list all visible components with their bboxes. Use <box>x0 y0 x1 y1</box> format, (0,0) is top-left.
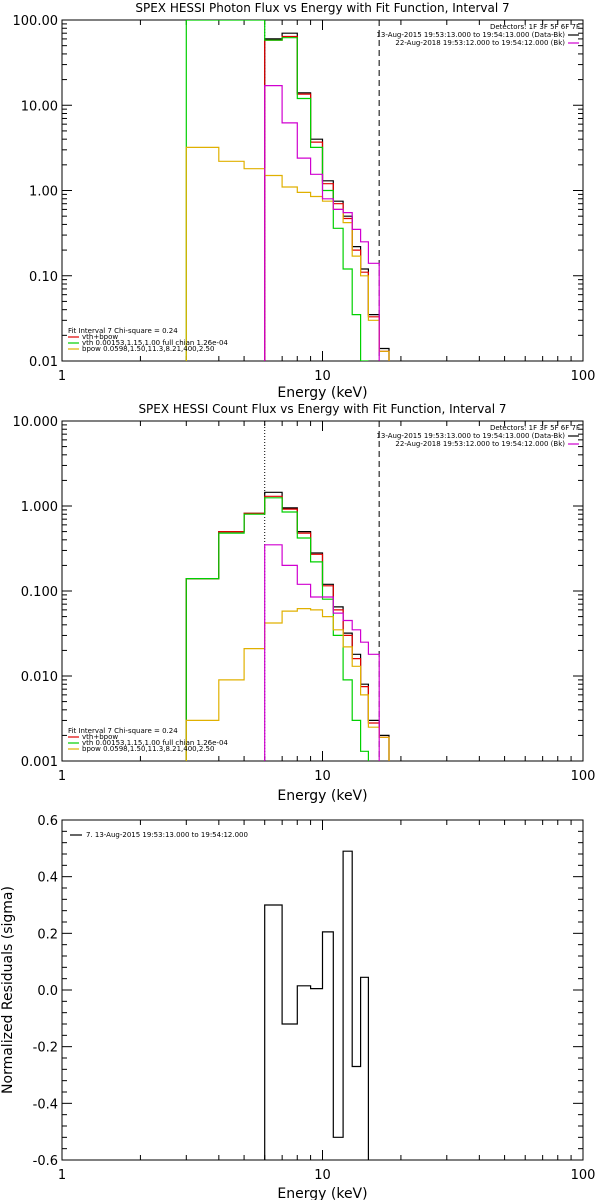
y-tick-label: 1.000 <box>21 500 58 515</box>
detectors-label: Detectors: 1F 3F 5F 6F 7F <box>490 424 580 432</box>
series-bpow <box>185 608 390 761</box>
x-axis-label: Energy (keV) <box>277 1186 367 1200</box>
series-vth-bpow <box>264 35 390 361</box>
y-tick-label: 0.01 <box>29 355 58 370</box>
y-tick-label: 0.100 <box>21 585 58 600</box>
series-bpow <box>185 146 390 361</box>
series-7-13-aug-2015-19-53-13-000-to-19-54-12-000 <box>264 850 369 1160</box>
y-tick-label: 10.00 <box>21 99 58 114</box>
legend-entry: 22-Aug-2018 19:53:12.000 to 19:54:12.000… <box>395 39 565 47</box>
y-tick-label: 0.2 <box>37 927 58 942</box>
y-tick-label: 0.010 <box>21 670 58 685</box>
y-tick-label: 1.00 <box>29 185 58 200</box>
x-tick-label: 100 <box>571 1168 596 1183</box>
legend-entry: bpow 0.0598,1.50,11.3,8.21,400,2.50 <box>82 345 214 353</box>
y-tick-label: 0.6 <box>37 814 58 829</box>
fit-interval-label: Fit Interval 7 Chi-square = 0.24 <box>68 727 178 735</box>
y-tick-label: 0.4 <box>37 871 58 886</box>
y-tick-label: 0.001 <box>21 755 58 770</box>
legend-entry: vth+bpow <box>82 333 118 341</box>
legend-entry: bpow 0.0598,1.50,11.3,8.21,400,2.50 <box>82 745 214 753</box>
x-axis-label: Energy (keV) <box>277 788 367 804</box>
y-tick-label: -0.6 <box>33 1154 58 1169</box>
series-bkg <box>264 85 380 361</box>
legend-entry: 13-Aug-2015 19:53:13.000 to 19:54:13.000… <box>376 432 565 440</box>
chart-1: SPEX HESSI Photon Flux vs Energy with Fi… <box>13 1 596 401</box>
legend-entry: 22-Aug-2018 19:53:12.000 to 19:54:12.000… <box>395 440 565 448</box>
x-tick-label: 10 <box>314 369 331 384</box>
chart-title: SPEX HESSI Count Flux vs Energy with Fit… <box>138 402 506 416</box>
chart-3: 1 10 100 -0.6 -0.4 -0.2 0.0 0.2 0.4 0.6 Energy (ke… <box>0 814 596 1202</box>
y-tick-label: -0.4 <box>33 1097 58 1112</box>
x-tick-label: 10 <box>314 769 331 784</box>
series-vth <box>185 20 369 361</box>
chart-2: SPEX HESSI Count Flux vs Energy with Fit… <box>13 402 596 804</box>
series-vth-bpow <box>185 495 390 761</box>
legend-entry: vth+bpow <box>82 733 118 741</box>
y-tick-label: -0.2 <box>33 1041 58 1056</box>
x-tick-label: 10 <box>314 1168 331 1183</box>
legend-entry: vth 0.00153,1.15,1.00 full chian 1.26e-0… <box>82 739 228 747</box>
x-tick-label: 1 <box>58 769 66 784</box>
series-data <box>264 32 390 361</box>
x-axis-label: Energy (keV) <box>277 385 367 401</box>
detectors-label: Detectors: 1F 3F 5F 6F 7F <box>490 23 580 31</box>
y-tick-label: 100.00 <box>13 14 59 29</box>
y-axis-label: Normalized Residuals (sigma) <box>0 886 16 1094</box>
series-bkg <box>264 544 380 761</box>
x-tick-label: 1 <box>58 369 66 384</box>
plot-frame <box>61 819 584 1161</box>
legend-entry: 13-Aug-2015 19:53:13.000 to 19:54:13.000… <box>376 31 565 39</box>
chart-title: SPEX HESSI Photon Flux vs Energy with Fi… <box>135 1 509 15</box>
legend-entry: vth 0.00153,1.15,1.00 full chian 1.26e-0… <box>82 339 228 347</box>
y-tick-label: 10.000 <box>13 415 59 430</box>
series-vth <box>185 497 369 761</box>
y-tick-label: 0.10 <box>29 270 58 285</box>
x-tick-label: 100 <box>571 369 596 384</box>
fit-interval-label: Fit Interval 7 Chi-square = 0.24 <box>68 327 178 335</box>
y-tick-label: 0.0 <box>37 984 58 999</box>
x-tick-label: 1 <box>58 1168 66 1183</box>
legend-entry: 7. 13-Aug-2015 19:53:13.000 to 19:54:12.… <box>86 831 248 839</box>
x-tick-label: 100 <box>571 769 596 784</box>
